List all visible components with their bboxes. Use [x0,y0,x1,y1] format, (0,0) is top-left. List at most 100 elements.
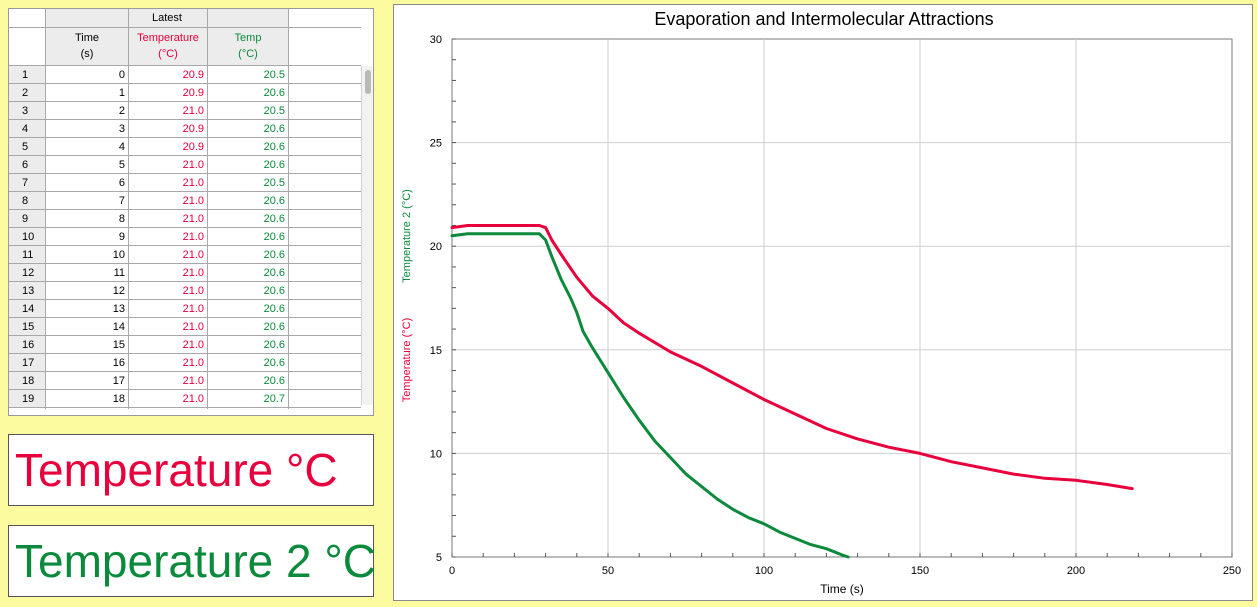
cell-time[interactable]: 18 [112,393,125,405]
table-gridline [9,209,361,210]
row-number[interactable]: 19 [9,390,45,408]
y-axis-label-temperature-2: Temperature 2 (°C) [401,189,413,283]
table-gridline [9,245,361,246]
cell-temp2[interactable]: 20.6 [263,303,285,315]
cell-time[interactable]: 15 [112,339,125,351]
row-number[interactable]: 18 [9,372,45,390]
cell-time[interactable]: 3 [118,123,125,135]
row-number[interactable]: 3 [9,102,45,120]
cell-temp2[interactable]: 20.6 [263,123,285,135]
cell-temperature[interactable]: 21.0 [182,357,204,369]
row-number[interactable]: 1 [9,66,45,84]
cell-temp2[interactable]: 20.6 [263,357,285,369]
cell-time[interactable]: 12 [112,285,125,297]
cell-time[interactable]: 14 [112,321,125,333]
cell-temperature[interactable]: 21.0 [182,213,204,225]
row-number[interactable]: 17 [9,354,45,372]
row-number[interactable]: 9 [9,210,45,228]
cell-temperature[interactable]: 21.0 [182,375,204,387]
cell-time[interactable]: 0 [118,69,125,81]
cell-temperature[interactable]: 21.0 [182,105,204,117]
temperature-meter: Temperature °C [8,434,374,506]
cell-time[interactable]: 4 [118,141,125,153]
table-gridline [9,281,361,282]
data-table[interactable]: Latest Time (s) Temperature (°C) Temp (°… [8,8,374,416]
table-gridline [9,137,361,138]
x-tick-label: 250 [1223,565,1241,577]
cell-temp2[interactable]: 20.6 [263,249,285,261]
cell-temp2[interactable]: 20.6 [263,267,285,279]
cell-temperature[interactable]: 21.0 [182,303,204,315]
cell-temperature[interactable]: 20.9 [182,69,204,81]
cell-temperature[interactable]: 21.0 [182,267,204,279]
row-number[interactable]: 5 [9,138,45,156]
column-header-line1: Time [74,32,100,44]
table-gridline [9,173,361,174]
cell-temperature[interactable]: 21.0 [182,285,204,297]
table-gridline [9,101,361,102]
cell-temp2[interactable]: 20.6 [263,321,285,333]
row-number[interactable]: 11 [9,246,45,264]
cell-temp2[interactable]: 20.6 [263,213,285,225]
cell-temp2[interactable]: 20.6 [263,87,285,99]
cell-temp2[interactable]: 20.6 [263,375,285,387]
cell-time[interactable]: 6 [118,177,125,189]
row-number[interactable]: 8 [9,192,45,210]
row-number[interactable]: 16 [9,336,45,354]
cell-temp2[interactable]: 20.6 [263,231,285,243]
y-tick-label: 10 [430,448,442,460]
table-gridline [9,335,361,336]
scrollbar-thumb[interactable] [365,70,371,94]
cell-temperature[interactable]: 20.9 [182,123,204,135]
cell-temp2[interactable]: 20.5 [263,105,285,117]
plot-area [451,38,1233,558]
cell-temp2[interactable]: 20.5 [263,177,285,189]
line-chart[interactable]: 0 50 100 150 200 250 5 10 15 20 25 30 Time (s) Temper… [394,5,1252,600]
cell-temperature[interactable]: 21.0 [182,231,204,243]
row-number[interactable]: 6 [9,156,45,174]
cell-time[interactable]: 13 [112,303,125,315]
table-scrollbar[interactable] [361,66,373,405]
cell-temperature[interactable]: 20.9 [182,141,204,153]
cell-temperature[interactable]: 20.9 [182,87,204,99]
cell-time[interactable]: 11 [113,267,125,279]
cell-time[interactable]: 5 [118,159,125,171]
cell-time[interactable]: 17 [112,375,125,387]
cell-time[interactable]: 7 [118,195,125,207]
column-header-temperature[interactable]: Temperature (°C) [129,28,207,66]
row-number[interactable]: 13 [9,282,45,300]
row-number[interactable]: 14 [9,300,45,318]
cell-temperature[interactable]: 21.0 [182,339,204,351]
cell-temp2[interactable]: 20.6 [263,339,285,351]
cell-temperature[interactable]: 21.0 [182,159,204,171]
cell-time[interactable]: 2 [118,105,125,117]
y-tick-label: 25 [430,138,442,150]
cell-temperature[interactable]: 21.0 [182,249,204,261]
cell-temp2[interactable]: 20.6 [263,141,285,153]
cell-temperature[interactable]: 21.0 [182,321,204,333]
cell-temp2[interactable]: 20.7 [263,393,285,405]
column-header-temp[interactable]: Temp (°C) [208,28,288,66]
column-header-time[interactable]: Time (s) [46,28,128,66]
cell-temperature[interactable]: 21.0 [182,195,204,207]
cell-time[interactable]: 1 [118,87,125,99]
cell-temp2[interactable]: 20.6 [263,285,285,297]
row-number[interactable]: 7 [9,174,45,192]
cell-time[interactable]: 10 [112,249,125,261]
y-axis-label-temperature: Temperature (°C) [401,318,413,402]
cell-time[interactable]: 8 [118,213,125,225]
cell-temp2[interactable]: 20.5 [263,69,285,81]
cell-time[interactable]: 16 [112,357,125,369]
table-gridline [9,371,361,372]
cell-temp2[interactable]: 20.6 [263,159,285,171]
graph-panel[interactable]: Evaporation and Intermolecular Attractio… [393,4,1253,601]
cell-time[interactable]: 9 [118,231,125,243]
row-number[interactable]: 2 [9,84,45,102]
cell-temp2[interactable]: 20.6 [263,195,285,207]
cell-temperature[interactable]: 21.0 [182,393,204,405]
row-number[interactable]: 15 [9,318,45,336]
row-number[interactable]: 4 [9,120,45,138]
row-number[interactable]: 10 [9,228,45,246]
cell-temperature[interactable]: 21.0 [182,177,204,189]
row-number[interactable]: 12 [9,264,45,282]
